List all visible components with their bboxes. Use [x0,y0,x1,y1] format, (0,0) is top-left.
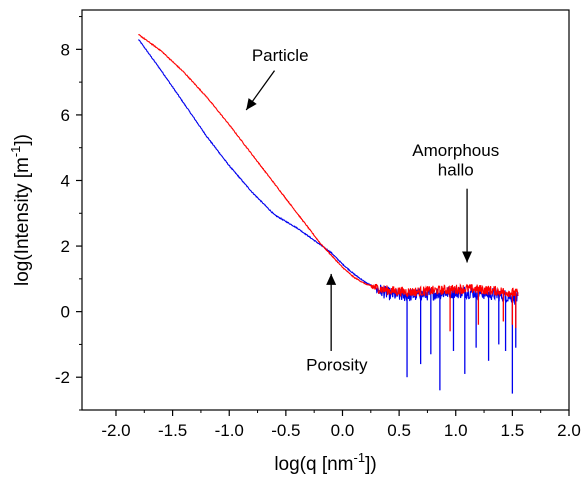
y-tick-label: 0 [61,303,70,322]
x-tick-label: -2.0 [101,421,130,440]
series-line-1 [138,33,519,298]
x-tick-label: -0.5 [271,421,300,440]
plot-frame [81,9,570,411]
x-tick-label: 1.5 [501,421,525,440]
axes: -2.0 -1.5 -1.0 -0.5 0.0 0.5 1.0 1.5 2.0 -2 0 2 4 6 8 [55,16,581,440]
x-tick-label: -1.5 [158,421,187,440]
annotation-label: Porosity [306,356,368,375]
annotation-label: Amorphous [412,141,499,160]
x-tick-label: -1.0 [215,421,244,440]
y-tick-label: 8 [61,40,70,59]
x-axis-label: log(q [nm-1]) [274,450,376,475]
x-tick-label: 0.0 [331,421,355,440]
y-tick-label: 2 [61,237,70,256]
annotation-arrowhead [246,98,257,110]
x-tick-label: 1.0 [444,421,468,440]
y-tick-label: 6 [61,106,70,125]
annotation-label: Particle [252,46,309,65]
annotation-label: hallo [438,161,474,180]
y-tick-label: -2 [55,368,70,387]
y-tick-label: 4 [61,171,70,190]
x-tick-label: 0.5 [387,421,411,440]
x-tick-label: 2.0 [557,421,581,440]
series-layer [138,33,519,394]
annotation-arrowhead [462,251,473,263]
annotation-arrowhead [326,273,337,285]
y-axis-label: log(Intensity [m-1]) [8,134,33,286]
